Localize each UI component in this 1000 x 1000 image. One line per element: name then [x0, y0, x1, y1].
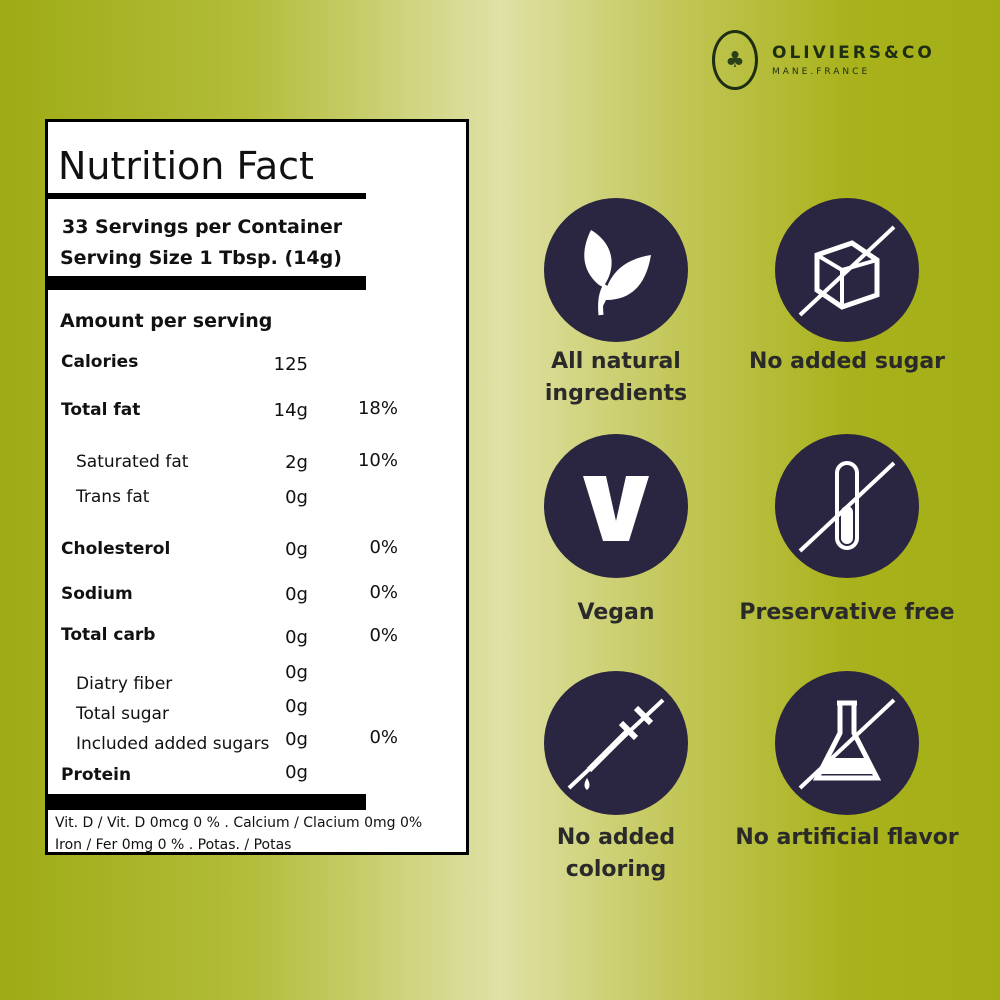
no-flask-icon: [775, 671, 919, 815]
nutrient-label: Total carb: [61, 625, 156, 645]
no-sugar-cube-icon: [775, 198, 919, 342]
nutrient-label: Protein: [61, 765, 132, 785]
brand-sub: MANE.FRANCE: [772, 67, 871, 77]
badge-label: Vegan: [577, 600, 655, 625]
badge-label: Preservative free: [739, 600, 955, 625]
nutrient-daily-value: 18%: [357, 398, 398, 419]
nutrition-title: Nutrition Fact: [58, 144, 314, 188]
no-dropper-icon: [544, 671, 688, 815]
nutrient-label: Saturated fat: [76, 452, 189, 472]
nutrient-amount: 0g: [285, 584, 308, 605]
badge-label: No added coloring: [556, 825, 676, 882]
nutrient-amount: 14g: [273, 400, 308, 421]
nutrient-amount: 0g: [285, 729, 308, 750]
nutrient-daily-value: 0%: [369, 537, 398, 558]
no-test-tube-icon: [775, 434, 919, 578]
badge-label: All natural ingredients: [544, 349, 688, 406]
divider: [48, 794, 366, 810]
amount-header: Amount per serving: [60, 310, 273, 332]
nutrition-panel: Nutrition Fact 33 Servings per Container…: [45, 119, 469, 855]
badge-label: No artificial flavor: [735, 825, 959, 850]
vegan-v-icon: [544, 434, 688, 578]
servings: 33 Servings per Container: [62, 216, 343, 238]
nutrient-amount: 2g: [285, 452, 308, 473]
nutrient-daily-value: 0%: [369, 625, 398, 646]
badge-label: No added sugar: [748, 349, 946, 374]
serving-size: Serving Size 1 Tbsp. (14g): [60, 247, 342, 269]
nutrient-amount: 125: [273, 354, 308, 375]
nutrient-daily-value: 0%: [369, 582, 398, 603]
nutrient-label: Diatry fiber: [76, 674, 173, 694]
nutrient-amount: 0g: [285, 696, 308, 717]
brand-logo: ♣ OLIVIERS&CO MANE.FRANCE: [712, 30, 935, 90]
nutrient-label: Calories: [61, 352, 139, 372]
nutrient-label: Trans fat: [76, 487, 150, 507]
nutrient-label: Sodium: [61, 584, 133, 604]
nutrient-amount: 0g: [285, 487, 308, 508]
nutrient-daily-value: 0%: [369, 727, 398, 748]
footer-line-1: Vit. D / Vit. D 0mcg 0 % . Calcium / Cla…: [55, 815, 423, 831]
nutrient-amount: 0g: [285, 539, 308, 560]
nutrient-label: Cholesterol: [61, 539, 171, 559]
brand-name: OLIVIERS&CO: [772, 43, 935, 63]
nutrient-label: Total sugar: [76, 704, 169, 724]
nutrient-amount: 0g: [285, 627, 308, 648]
nutrient-daily-value: 10%: [357, 450, 398, 471]
footer-line-2: Iron / Fer 0mg 0 % . Potas. / Potas: [55, 837, 292, 853]
olive-tree-icon: ♣: [712, 30, 758, 90]
divider: [48, 276, 366, 290]
nutrient-amount: 0g: [285, 662, 308, 683]
leaf-icon: [544, 198, 688, 342]
divider: [48, 193, 366, 199]
nutrient-amount: 0g: [285, 762, 308, 783]
nutrient-label: Included added sugars: [76, 734, 270, 754]
nutrient-label: Total fat: [61, 400, 141, 420]
